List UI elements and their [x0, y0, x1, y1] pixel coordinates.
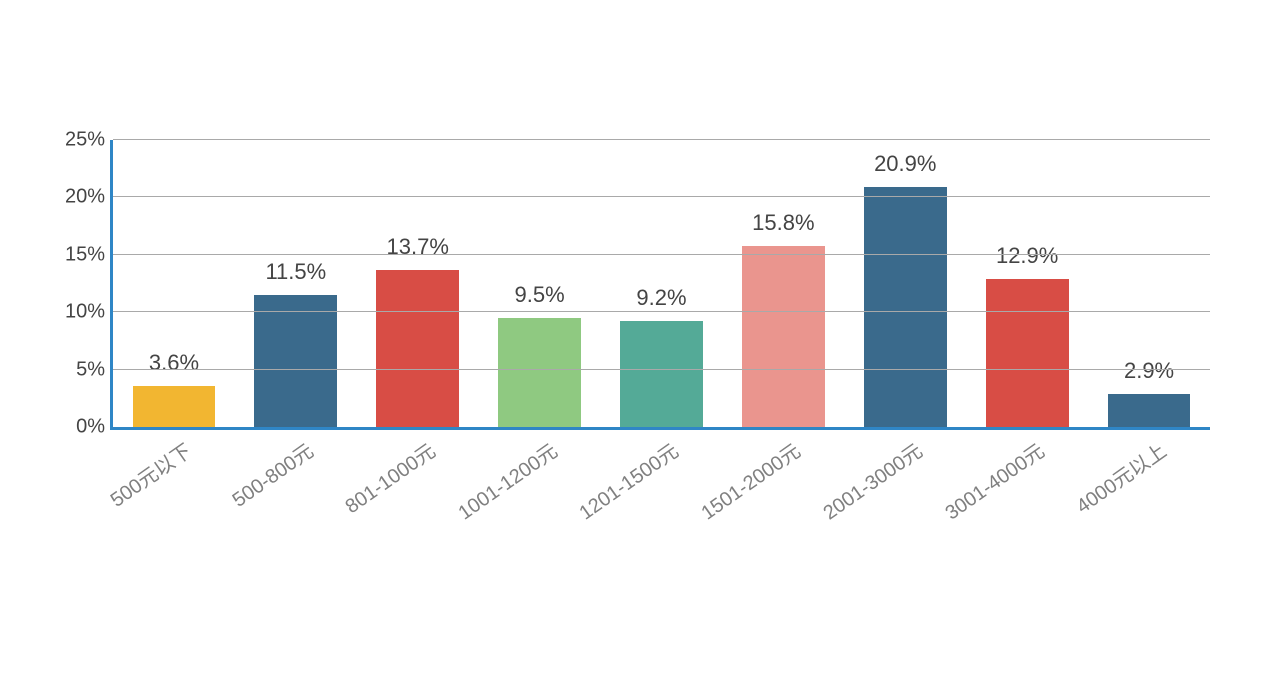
bar: 12.9%: [986, 279, 1069, 427]
bar-value-label: 12.9%: [996, 243, 1058, 269]
bar: 3.6%: [133, 386, 216, 427]
y-tick-label: 0%: [76, 416, 113, 439]
bar-slot: 11.5%500-800元: [235, 140, 357, 427]
bar-slot: 13.7%801-1000元: [357, 140, 479, 427]
bar-value-label: 20.9%: [874, 151, 936, 177]
grid-line: [113, 254, 1210, 255]
bar-slot: 12.9%3001-4000元: [966, 140, 1088, 427]
x-category-label: 3001-4000元: [938, 435, 1049, 525]
bar-value-label: 13.7%: [387, 234, 449, 260]
grid-line: [113, 196, 1210, 197]
bar: 9.5%: [498, 318, 581, 427]
bar-slot: 20.9%2001-3000元: [844, 140, 966, 427]
bar-value-label: 11.5%: [265, 259, 326, 285]
bar-value-label: 2.9%: [1124, 358, 1174, 384]
bar-value-label: 9.2%: [636, 285, 686, 311]
y-tick-label: 10%: [65, 301, 113, 324]
bar-chart: 3.6%500元以下11.5%500-800元13.7%801-1000元9.5…: [70, 140, 1210, 430]
bar-value-label: 15.8%: [752, 210, 814, 236]
bar-value-label: 3.6%: [149, 350, 199, 376]
bars-container: 3.6%500元以下11.5%500-800元13.7%801-1000元9.5…: [113, 140, 1210, 427]
bar: 13.7%: [376, 270, 459, 427]
y-tick-label: 15%: [65, 243, 113, 266]
grid-line: [113, 369, 1210, 370]
x-category-label: 500元以下: [103, 435, 196, 512]
bar-slot: 9.5%1001-1200元: [479, 140, 601, 427]
bar: 9.2%: [620, 321, 703, 427]
plot-area: 3.6%500元以下11.5%500-800元13.7%801-1000元9.5…: [110, 140, 1210, 430]
bar: 20.9%: [864, 187, 947, 427]
x-category-label: 500-800元: [225, 435, 318, 512]
grid-line: [113, 139, 1210, 140]
bar-slot: 15.8%1501-2000元: [722, 140, 844, 427]
grid-line: [113, 311, 1210, 312]
bar-slot: 9.2%1201-1500元: [601, 140, 723, 427]
x-category-label: 801-1000元: [338, 435, 440, 519]
x-category-label: 1201-1500元: [572, 435, 683, 525]
bar: 15.8%: [742, 246, 825, 427]
bar: 2.9%: [1108, 394, 1191, 427]
bar: 11.5%: [254, 295, 337, 427]
y-tick-label: 25%: [65, 129, 113, 152]
x-category-label: 1001-1200元: [451, 435, 562, 525]
y-tick-label: 5%: [76, 358, 113, 381]
y-tick-label: 20%: [65, 186, 113, 209]
x-category-label: 1501-2000元: [694, 435, 805, 525]
x-category-label: 4000元以上: [1069, 435, 1171, 519]
bar-slot: 3.6%500元以下: [113, 140, 235, 427]
bar-slot: 2.9%4000元以上: [1088, 140, 1210, 427]
bar-value-label: 9.5%: [515, 282, 565, 308]
x-category-label: 2001-3000元: [816, 435, 927, 525]
